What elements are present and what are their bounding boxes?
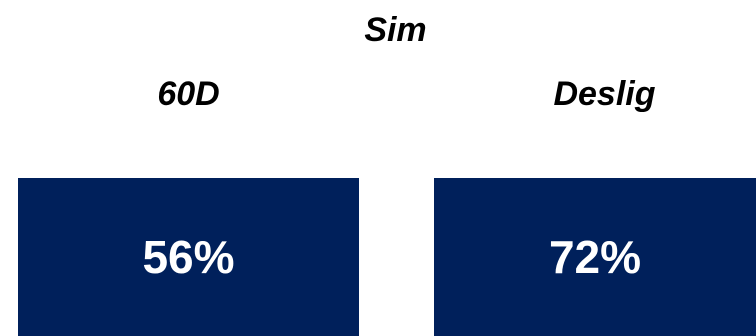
chart-title: Sim xyxy=(364,11,427,49)
bar-value-label-60d: 56% xyxy=(142,231,235,283)
bar-60d: 56% xyxy=(18,178,359,336)
bar-value-label-deslig: 72% xyxy=(548,231,642,283)
category-label-deslig: Deslig xyxy=(553,75,656,113)
category-label-60d: 60D xyxy=(157,75,220,113)
bar-deslig: 72% xyxy=(434,178,756,336)
